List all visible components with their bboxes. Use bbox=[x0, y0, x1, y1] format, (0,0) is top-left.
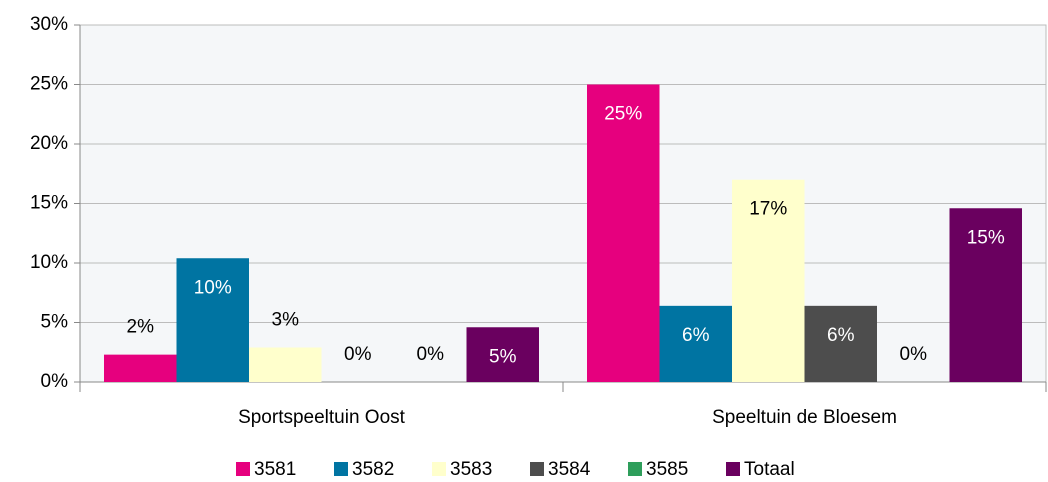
legend-label: 3583 bbox=[450, 459, 492, 480]
value-label: 10% bbox=[194, 277, 232, 298]
legend-swatch bbox=[726, 462, 740, 476]
value-label: 17% bbox=[749, 199, 787, 220]
bar bbox=[949, 208, 1022, 382]
y-tick-label: 0% bbox=[41, 371, 69, 392]
legend-label: 3584 bbox=[548, 459, 591, 480]
value-label: 2% bbox=[127, 317, 155, 338]
value-label: 6% bbox=[827, 325, 855, 346]
value-label: 0% bbox=[900, 344, 928, 365]
x-tick-label: Speeltuin de Bloesem bbox=[712, 407, 897, 428]
legend-swatch bbox=[628, 462, 642, 476]
y-tick-label: 30% bbox=[30, 14, 68, 35]
bar bbox=[104, 354, 177, 382]
legend-swatch bbox=[236, 462, 250, 476]
value-label: 5% bbox=[489, 346, 517, 367]
value-label: 25% bbox=[604, 104, 642, 125]
legend-label: 3582 bbox=[352, 459, 394, 480]
y-tick-label: 10% bbox=[30, 252, 68, 273]
bar bbox=[732, 179, 805, 382]
y-tick-label: 15% bbox=[30, 193, 68, 214]
legend-swatch bbox=[432, 462, 446, 476]
legend-swatch bbox=[530, 462, 544, 476]
bar bbox=[466, 327, 539, 382]
bar bbox=[249, 347, 322, 382]
legend-label: 3585 bbox=[646, 459, 688, 480]
legend-swatch bbox=[334, 462, 348, 476]
y-tick-label: 20% bbox=[30, 133, 68, 154]
value-label: 6% bbox=[682, 325, 710, 346]
value-label: 0% bbox=[417, 344, 445, 365]
value-label: 15% bbox=[967, 227, 1005, 248]
x-tick-label: Sportspeeltuin Oost bbox=[238, 407, 406, 428]
value-label: 0% bbox=[344, 344, 372, 365]
bar bbox=[659, 305, 732, 382]
bar bbox=[176, 258, 249, 382]
bar bbox=[587, 84, 660, 382]
value-label: 3% bbox=[272, 310, 300, 331]
legend-label: 3581 bbox=[254, 459, 296, 480]
legend-label: Totaal bbox=[744, 459, 795, 480]
y-tick-label: 25% bbox=[30, 74, 68, 95]
bar bbox=[804, 305, 877, 382]
y-tick-label: 5% bbox=[41, 312, 69, 333]
